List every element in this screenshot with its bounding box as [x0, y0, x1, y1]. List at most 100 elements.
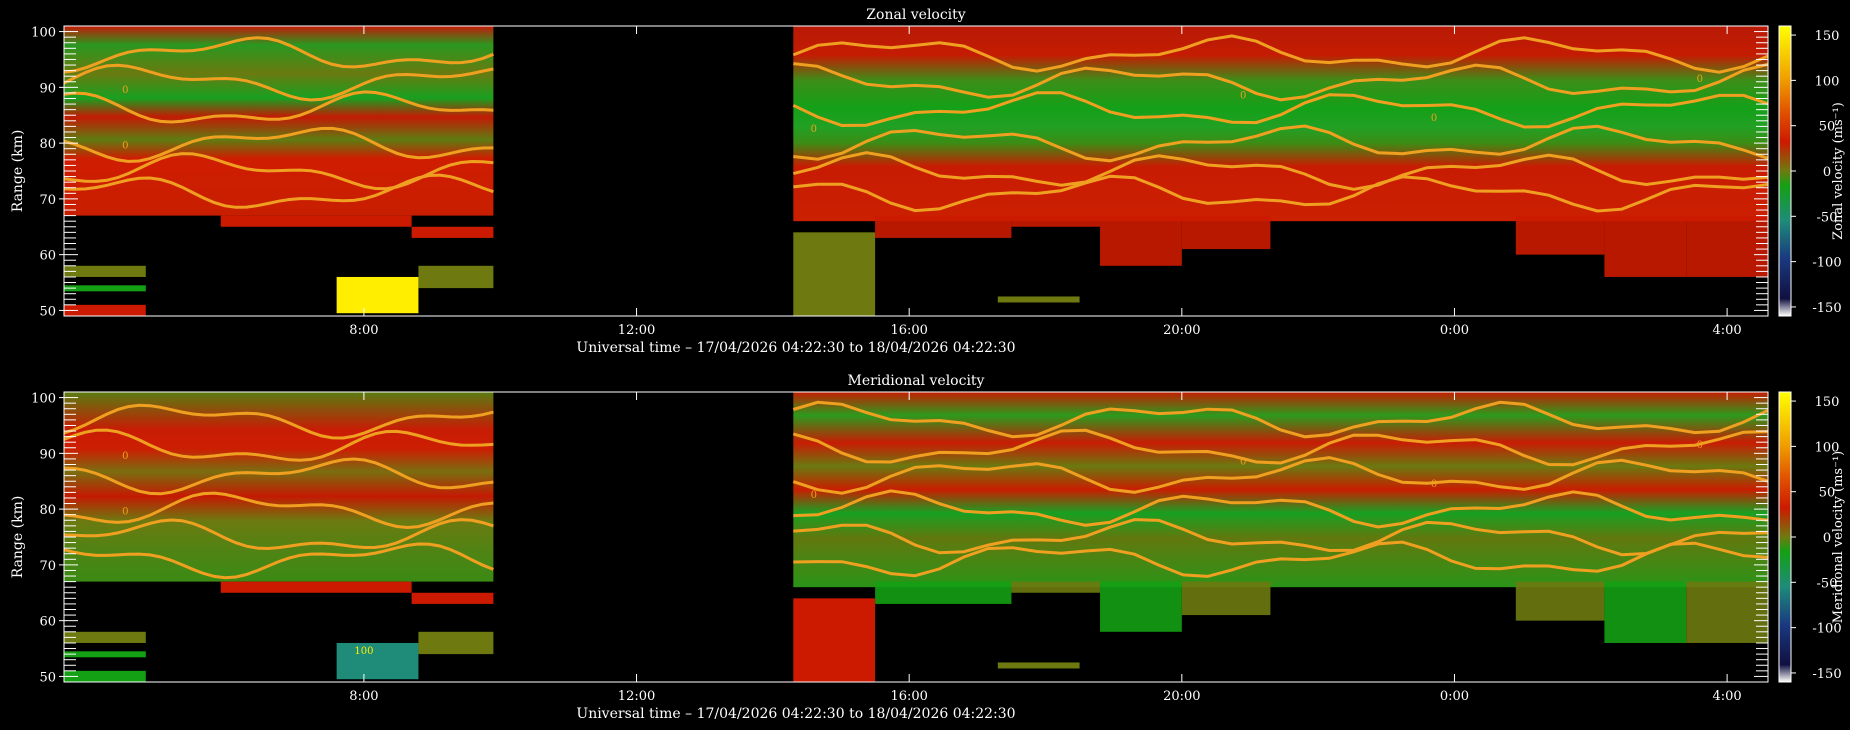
y-tick-label: 60: [39, 249, 56, 264]
velocity-field: 0 0 0 0 0 0 100: [64, 392, 1768, 682]
contour-line: [64, 518, 494, 551]
velocity-field: 0 0 0 0 0 0: [64, 26, 1768, 316]
field-strip: [336, 642, 419, 680]
contour-label: 100: [354, 646, 373, 657]
contour-line: [64, 36, 494, 74]
colorbar: [1778, 25, 1792, 317]
contour-line: [792, 151, 1768, 191]
y-tick-label: 80: [39, 137, 56, 152]
field-step: [220, 215, 412, 227]
x-tick-label: 0:00: [1440, 323, 1469, 338]
y-tick-label: 90: [39, 81, 56, 96]
field-step: [1100, 215, 1182, 266]
contour-label: 0: [1697, 440, 1703, 451]
field-step: [1100, 581, 1182, 632]
field-step: [1011, 215, 1101, 227]
field-step: [1011, 581, 1101, 593]
colorbar-label: Zonal velocity (ms⁻¹): [1831, 102, 1846, 240]
contour-line: [64, 491, 494, 530]
y-tick-label: 70: [39, 559, 56, 574]
field-block-right: [793, 26, 1768, 222]
contour-label: 0: [1431, 113, 1437, 124]
field-step: [1515, 581, 1605, 621]
field-step: [875, 581, 1012, 604]
contour-label: 0: [1697, 74, 1703, 85]
field-block-left: [64, 392, 494, 582]
y-tick-label: 80: [39, 503, 56, 518]
field-strip: [997, 662, 1080, 669]
field-step: [1604, 581, 1687, 643]
contour-line: [64, 542, 494, 580]
contour-label: 0: [1240, 457, 1246, 468]
field-step: [1686, 581, 1768, 643]
field-step: [1181, 581, 1271, 616]
x-tick-label: 20:00: [1163, 323, 1200, 338]
field-strip: [64, 651, 146, 658]
x-tick-label: 8:00: [349, 323, 378, 338]
colorbar-tick-label: 100: [1815, 74, 1840, 89]
x-tick-label: 8:00: [349, 689, 378, 704]
y-tick-label: 70: [39, 193, 56, 208]
x-axis-label: Universal time – 17/04/2026 04:22:30 to …: [576, 340, 1015, 356]
field-strip: [793, 598, 876, 682]
field-step: [1686, 215, 1768, 277]
field-step: [220, 581, 412, 593]
contour-line: [64, 457, 494, 496]
field-strip: [418, 265, 494, 289]
chart-title: Meridional velocity: [848, 373, 985, 389]
colorbar-tick-label: 100: [1815, 440, 1840, 455]
colorbar-tick-label: -150: [1812, 667, 1841, 682]
field-step: [411, 592, 494, 604]
colorbar-tick-label: 150: [1815, 395, 1840, 410]
contour-line: [792, 400, 1768, 439]
x-axis-label: Universal time – 17/04/2026 04:22:30 to …: [576, 706, 1015, 722]
contour-line: [793, 540, 1768, 578]
x-tick-label: 12:00: [618, 323, 655, 338]
contour-line: [64, 173, 494, 209]
y-axis-label: Range (km): [10, 496, 26, 579]
field-step: [411, 226, 494, 238]
field-strip: [64, 304, 146, 316]
field-strip: [336, 276, 419, 314]
contour-line: [793, 62, 1768, 102]
colorbar-tick-label: -100: [1812, 256, 1841, 271]
contour-label: 0: [1431, 479, 1437, 490]
y-tick-label: 50: [39, 670, 56, 685]
contour-line: [64, 428, 494, 462]
colorbar-tick-label: -50: [1817, 210, 1838, 225]
x-tick-label: 20:00: [1163, 689, 1200, 704]
colorbar-tick-label: -50: [1817, 576, 1838, 591]
chart-title: Zonal velocity: [866, 7, 965, 23]
field-strip: [418, 631, 494, 655]
field-strip: [793, 232, 876, 316]
field-strip: [997, 296, 1080, 303]
contour-label: 0: [122, 451, 128, 462]
contour-line: [793, 174, 1768, 213]
colorbar-tick-label: 0: [1823, 531, 1831, 546]
x-tick-label: 16:00: [890, 689, 927, 704]
contour-label: 0: [122, 141, 128, 152]
colorbar-tick-label: 0: [1823, 165, 1831, 180]
y-tick-label: 100: [31, 392, 56, 407]
x-tick-label: 4:00: [1713, 323, 1742, 338]
field-step: [1604, 215, 1687, 277]
field-block-right: [793, 392, 1768, 588]
contour-label: 0: [1240, 91, 1246, 102]
colorbar-label: Meridional velocity (ms⁻¹): [1831, 451, 1846, 623]
y-tick-label: 60: [39, 615, 56, 630]
contour-label: 0: [811, 490, 817, 501]
contour-line: [792, 456, 1768, 495]
contour-line: [64, 63, 494, 102]
contour-line: [64, 90, 494, 124]
colorbar-tick-label: -150: [1812, 301, 1841, 316]
x-tick-label: 4:00: [1713, 689, 1742, 704]
field-step: [875, 215, 1012, 238]
x-tick-label: 16:00: [890, 323, 927, 338]
contour-line: [792, 91, 1768, 129]
contour-label: 0: [811, 124, 817, 135]
y-tick-label: 90: [39, 447, 56, 462]
colorbar: [1778, 391, 1792, 683]
field-strip: [64, 265, 146, 277]
contour-label: 0: [122, 85, 128, 96]
